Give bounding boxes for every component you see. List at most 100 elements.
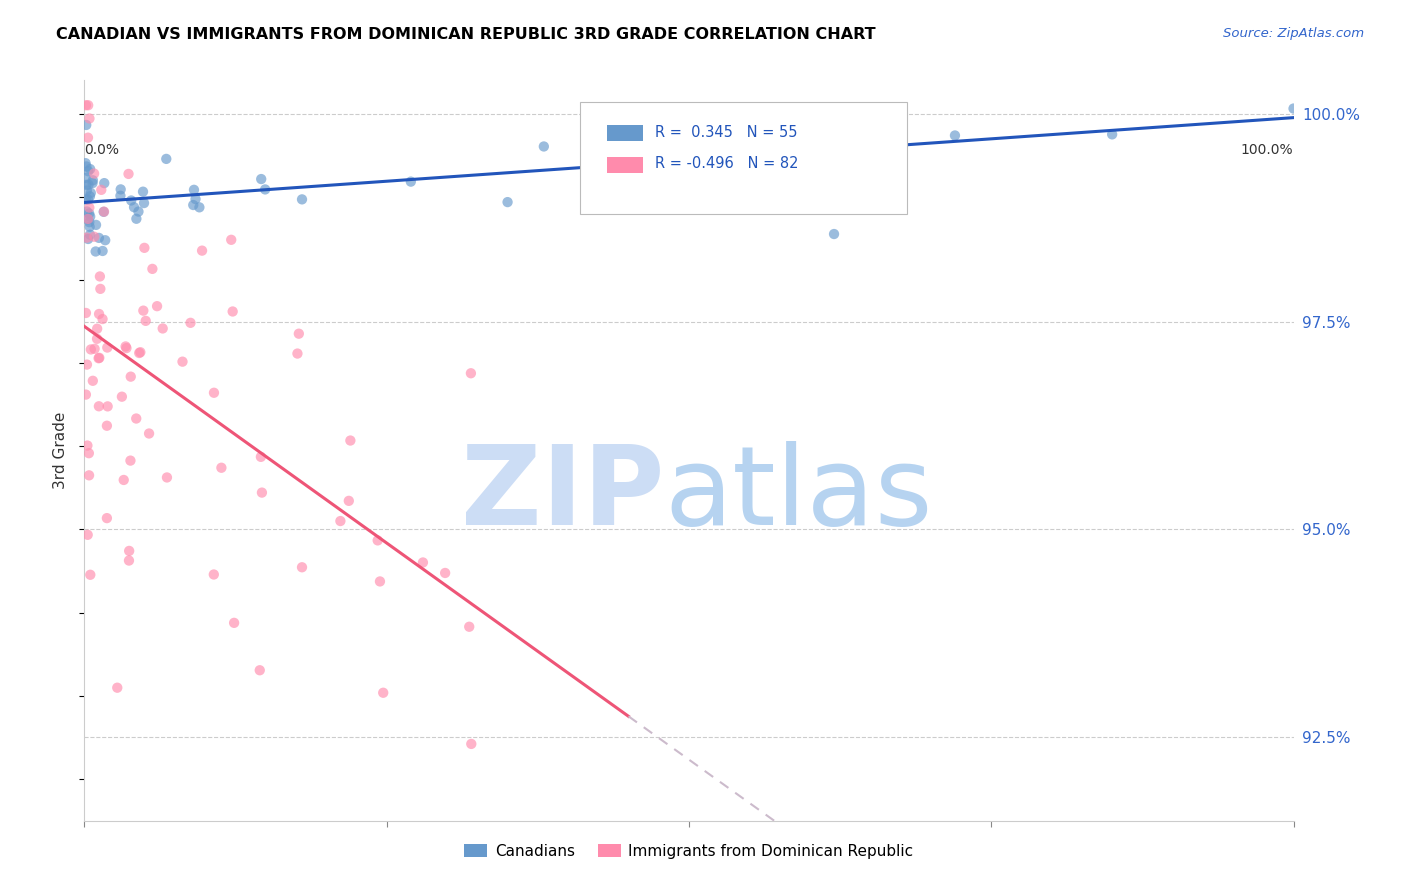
Point: [120, 194, 142, 208]
Legend: Canadians, Immigrants from Dominican Republic: Canadians, Immigrants from Dominican Rep…: [458, 838, 920, 865]
Point: [79, 219, 101, 234]
Point: [84, 244, 107, 259]
Point: [82, 176, 104, 190]
Point: [76, 438, 98, 452]
Point: [191, 244, 214, 258]
Point: [77, 211, 100, 226]
Point: [412, 556, 434, 570]
Point: [1101, 128, 1123, 142]
Point: [77, 446, 100, 460]
Point: [77, 468, 100, 483]
Point: [79, 567, 101, 582]
Point: [93, 204, 115, 219]
Point: [120, 369, 142, 384]
Point: [94, 233, 117, 247]
Point: [96, 341, 118, 355]
Point: [83, 167, 105, 181]
Point: [1282, 102, 1305, 116]
Point: [93, 204, 115, 219]
Point: [89, 282, 111, 296]
Point: [943, 128, 966, 143]
Point: [181, 198, 204, 212]
FancyBboxPatch shape: [581, 103, 907, 213]
Point: [75, 178, 97, 192]
Y-axis label: 3rd Grade: 3rd Grade: [53, 412, 69, 489]
Point: [77, 178, 100, 192]
Point: [219, 233, 242, 247]
Point: [77, 206, 100, 220]
Point: [79, 189, 101, 203]
Point: [134, 241, 156, 255]
Text: atlas: atlas: [665, 442, 934, 549]
Text: CANADIAN VS IMMIGRANTS FROM DOMINICAN REPUBLIC 3RD GRADE CORRELATION CHART: CANADIAN VS IMMIGRANTS FROM DOMINICAN RE…: [56, 27, 876, 42]
Point: [87, 351, 110, 366]
Point: [112, 473, 135, 487]
Point: [111, 390, 134, 404]
Point: [91, 244, 114, 258]
Point: [84, 218, 107, 232]
Point: [110, 182, 132, 196]
Point: [77, 130, 100, 145]
Point: [75, 170, 97, 185]
Point: [75, 98, 97, 112]
Point: [79, 162, 101, 177]
Point: [75, 156, 97, 170]
Point: [291, 193, 314, 207]
Point: [132, 185, 155, 199]
Point: [249, 663, 271, 677]
Point: [120, 453, 142, 467]
Point: [76, 204, 98, 219]
Point: [96, 511, 118, 525]
Point: [135, 314, 157, 328]
Point: [460, 737, 482, 751]
Text: 100.0%: 100.0%: [1241, 144, 1294, 157]
Point: [125, 211, 148, 226]
Point: [82, 173, 104, 187]
Point: [460, 366, 482, 380]
Point: [77, 212, 100, 227]
Point: [496, 195, 519, 210]
Point: [141, 261, 163, 276]
Bar: [607, 125, 643, 141]
Point: [87, 399, 110, 413]
Point: [105, 681, 128, 695]
Point: [87, 307, 110, 321]
Point: [250, 450, 273, 464]
Point: [155, 152, 177, 166]
Point: [533, 139, 555, 153]
Point: [80, 343, 103, 357]
Point: [434, 566, 457, 580]
Point: [221, 304, 243, 318]
Text: R =  0.345   N = 55: R = 0.345 N = 55: [655, 125, 797, 140]
Point: [132, 196, 155, 211]
Point: [86, 322, 108, 336]
Text: R = -0.496   N = 82: R = -0.496 N = 82: [655, 156, 799, 171]
Point: [83, 342, 105, 356]
Point: [254, 182, 277, 196]
Point: [122, 200, 145, 214]
Point: [79, 112, 101, 126]
Point: [581, 109, 603, 123]
Point: [250, 172, 273, 186]
Point: [77, 232, 100, 246]
Point: [76, 358, 98, 372]
Point: [399, 175, 422, 189]
Point: [188, 200, 211, 214]
Point: [678, 101, 700, 115]
Point: [93, 176, 115, 190]
Point: [138, 426, 160, 441]
Point: [128, 346, 150, 360]
Point: [152, 321, 174, 335]
Point: [146, 299, 169, 313]
Point: [76, 184, 98, 198]
Point: [129, 345, 152, 359]
Point: [89, 351, 111, 365]
Point: [127, 204, 149, 219]
Point: [75, 193, 97, 207]
Point: [77, 98, 100, 112]
Point: [180, 316, 202, 330]
Point: [183, 183, 205, 197]
Point: [79, 201, 101, 215]
Point: [202, 385, 225, 400]
Point: [118, 553, 141, 567]
